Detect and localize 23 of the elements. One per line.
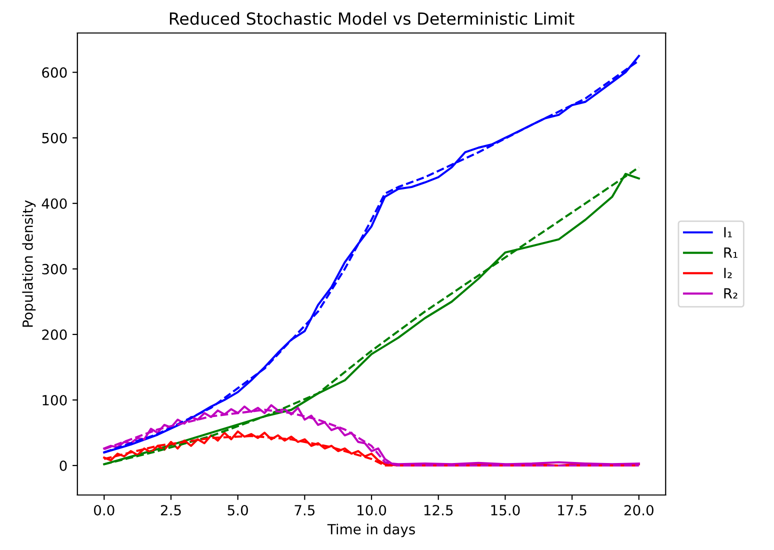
x-tick-label: 0.0 xyxy=(94,504,114,516)
x-tick-label: 12.5 xyxy=(424,504,453,516)
x-axis-title: Time in days xyxy=(327,524,415,538)
x-tick-label: 7.5 xyxy=(294,505,315,516)
y-tick-label: 100 xyxy=(42,394,67,406)
legend-label: R₂ xyxy=(724,288,738,298)
x-tick-label: 15.0 xyxy=(491,504,520,516)
legend-label: I₁ xyxy=(724,227,732,238)
y-tick-label: 500 xyxy=(42,132,67,144)
x-tick-label: 10.0 xyxy=(358,504,386,516)
y-tick-label: 200 xyxy=(42,329,67,340)
x-tick-label: 2.5 xyxy=(160,504,181,516)
y-tick-label: 400 xyxy=(42,198,67,209)
chart-title: Reduced Stochastic Model vs Deterministic Limit xyxy=(170,12,574,25)
y-tick-label: 0 xyxy=(60,460,67,471)
x-tick-label: 5.0 xyxy=(228,504,248,516)
x-tick-label: 20.0 xyxy=(624,504,654,516)
x-tick-label: 17.5 xyxy=(558,505,586,516)
y-tick-label: 600 xyxy=(42,67,67,78)
y-axis-title: Population density xyxy=(22,200,36,327)
legend-label: I₂ xyxy=(724,268,732,278)
y-tick-label: 300 xyxy=(42,264,67,274)
legend-label: R₁ xyxy=(724,248,738,258)
